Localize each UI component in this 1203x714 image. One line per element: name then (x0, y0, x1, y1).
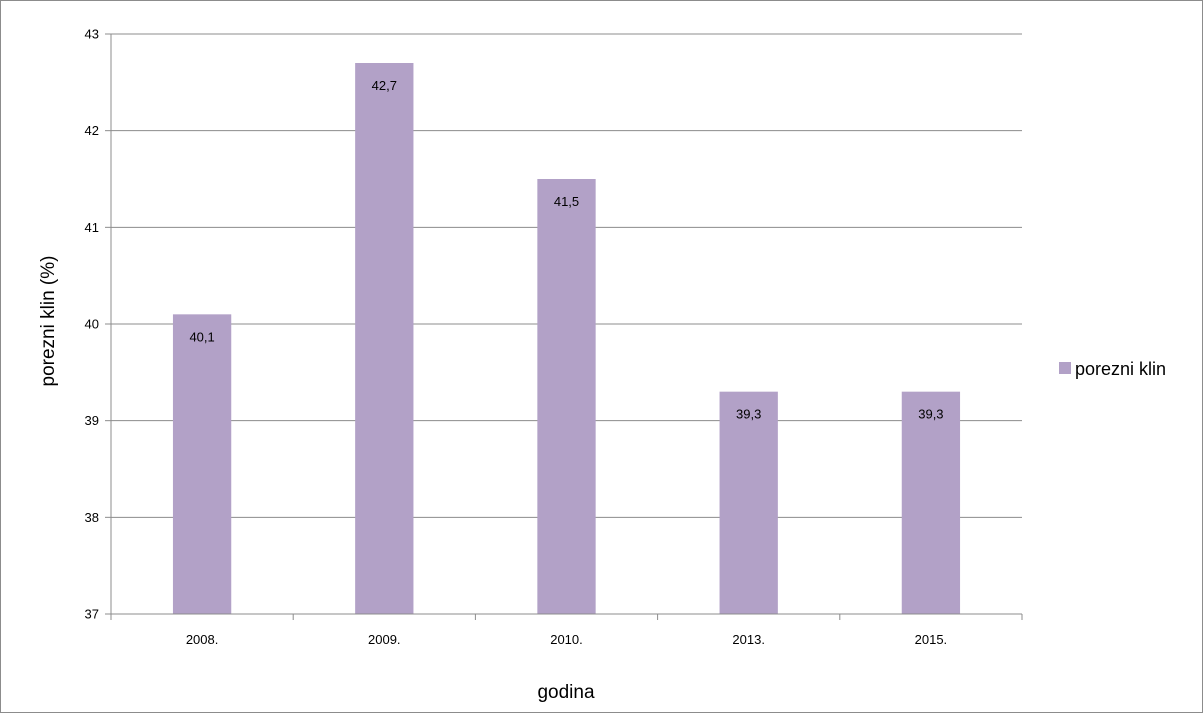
y-axis-title: porezni klin (%) (38, 256, 59, 387)
bar-2009 (355, 63, 414, 614)
x-tick-label: 2009. (368, 632, 401, 647)
legend: porezni klin (1059, 359, 1166, 379)
y-tick-label: 40 (85, 317, 99, 332)
axes (105, 33, 1023, 620)
x-tick-label: 2008. (186, 632, 219, 647)
y-tick-label: 41 (85, 220, 99, 235)
y-tick-label: 37 (85, 607, 99, 622)
x-axis-title: godina (537, 682, 594, 703)
bar-2013 (719, 391, 778, 614)
x-tick-label: 2010. (550, 632, 583, 647)
legend-label-porezni-klin: porezni klin (1075, 359, 1166, 379)
y-tick-label: 42 (85, 123, 99, 138)
y-tick-label: 43 (85, 27, 99, 42)
data-label: 40,1 (189, 329, 214, 344)
data-label: 42,7 (372, 78, 397, 93)
bars (172, 63, 961, 614)
bar-2015 (901, 391, 961, 614)
x-tick-label: 2013. (732, 632, 765, 647)
y-tick-label: 39 (85, 413, 99, 428)
data-label: 39,3 (736, 407, 761, 422)
legend-swatch-porezni-klin (1059, 362, 1071, 374)
y-tick-label: 38 (85, 510, 99, 525)
x-tick-label: 2015. (915, 632, 948, 647)
data-label: 39,3 (918, 407, 943, 422)
bar-2010 (537, 179, 596, 614)
data-label: 41,5 (554, 194, 579, 209)
labels: 37 38 39 40 41 42 43 40,1 2008. 42,7 2009. 41,5 2010… (85, 27, 948, 648)
bar-2008 (172, 314, 232, 614)
